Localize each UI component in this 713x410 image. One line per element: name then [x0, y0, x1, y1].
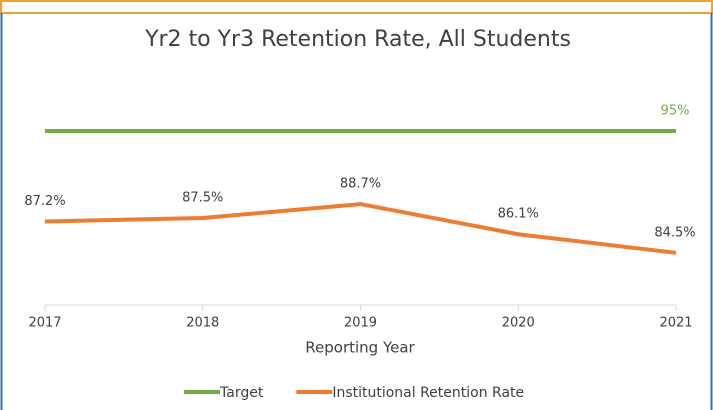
data-label: 87.5% [182, 191, 223, 206]
x-axis-title: Reporting Year [305, 339, 415, 357]
top-frame [0, 0, 713, 14]
series-line [44, 202, 677, 255]
data-label: 87.2% [24, 194, 65, 209]
chart-title: Yr2 to Yr3 Retention Rate, All Students [144, 27, 571, 52]
x-tick-label: 2018 [186, 316, 219, 331]
x-tick-label: 2017 [28, 316, 61, 331]
data-label: 88.7% [340, 177, 381, 192]
legend-label: Target [219, 385, 264, 401]
data-label: 95% [661, 104, 690, 119]
data-label: 86.1% [498, 207, 539, 222]
legend-label: Institutional Retention Rate [332, 385, 524, 401]
x-tick-label: 2020 [502, 316, 535, 331]
x-tick-label: 2019 [344, 316, 377, 331]
data-label: 84.5% [654, 225, 695, 240]
x-tick-label: 2021 [659, 316, 692, 331]
